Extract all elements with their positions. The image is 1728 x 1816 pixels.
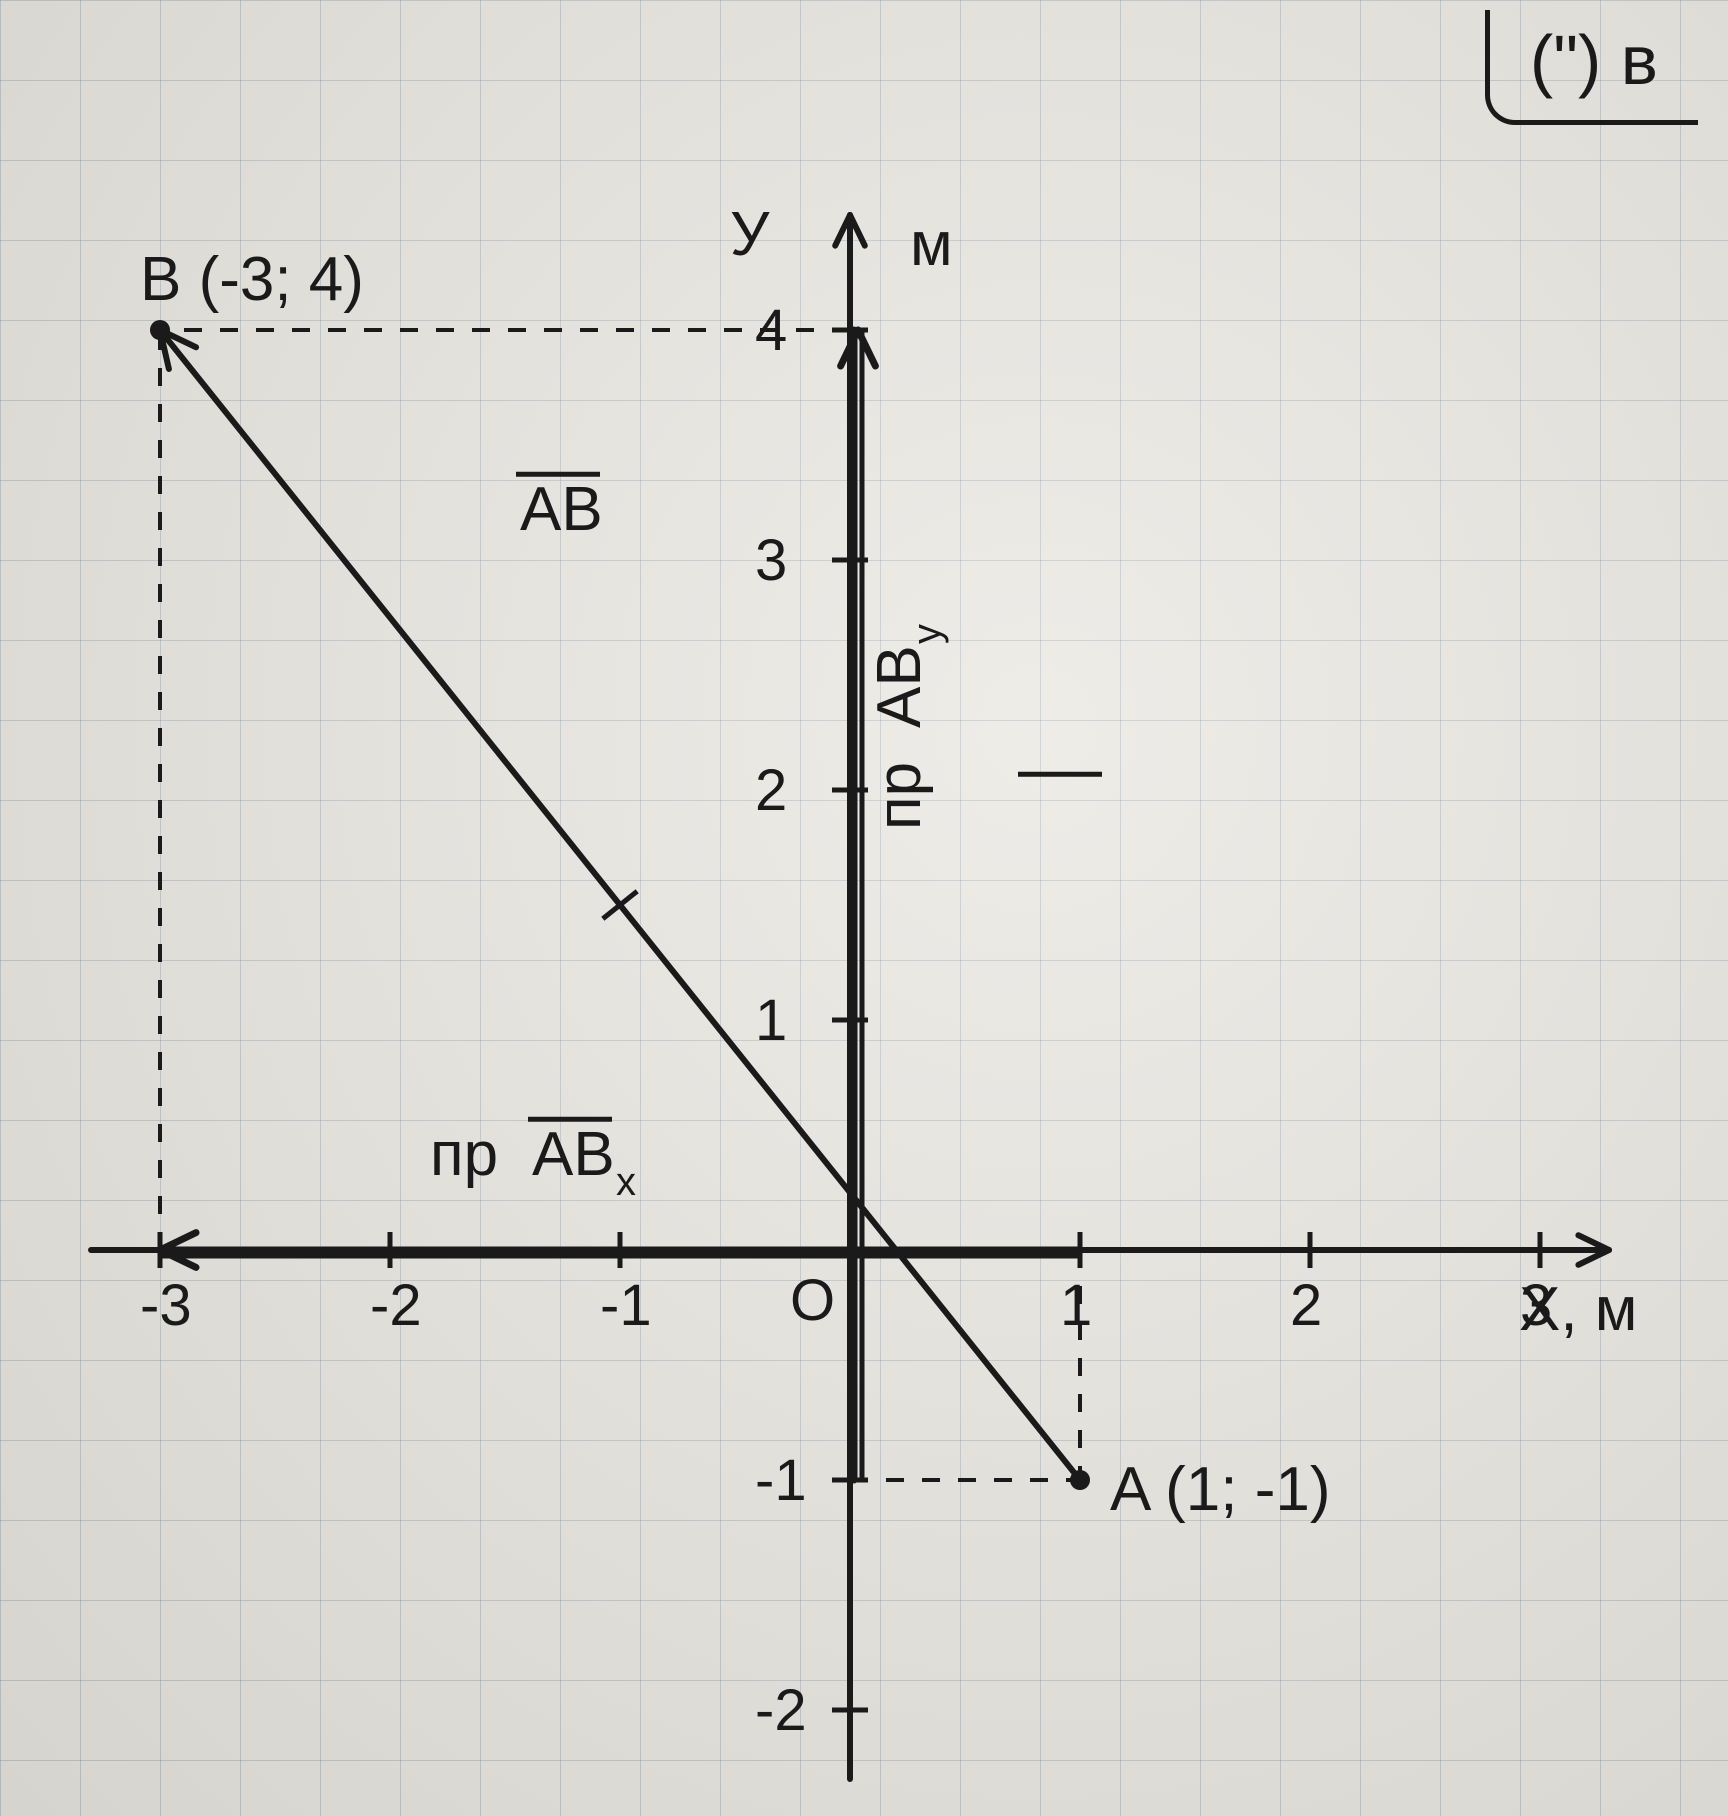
svg-text:AB: AB	[532, 1120, 615, 1189]
y-axis-label-m: м	[910, 210, 953, 279]
svg-text:пр: пр	[865, 762, 934, 830]
y-tick-label: 1	[755, 988, 787, 1053]
label-ab: AB	[520, 475, 603, 544]
y-tick-label: -1	[755, 1448, 807, 1513]
y-tick-label: 2	[755, 758, 787, 823]
svg-text:y: y	[905, 624, 949, 644]
y-tick-label: 3	[755, 528, 787, 593]
label-proj-x: пр ABx	[430, 1120, 636, 1204]
vector-diagram: X, мУмO-3-2-1123-2-11234A (1; -1)B (-3; …	[0, 0, 1728, 1816]
svg-text:x: x	[616, 1160, 636, 1204]
x-tick-label: -2	[370, 1273, 422, 1338]
svg-text:пр: пр	[430, 1120, 498, 1189]
point-b-label: B (-3; 4)	[140, 245, 364, 314]
x-tick-label: -1	[600, 1273, 652, 1338]
svg-text:AB: AB	[865, 645, 934, 728]
point-a-label: A (1; -1)	[1110, 1455, 1331, 1524]
x-tick-label: -3	[140, 1273, 192, 1338]
y-axis-label-y: У	[730, 200, 770, 269]
x-tick-label: 1	[1060, 1273, 1092, 1338]
label-proj-y: пр ABy	[865, 624, 949, 830]
x-tick-label: 2	[1290, 1273, 1322, 1338]
x-tick-label: 3	[1520, 1273, 1552, 1338]
origin-label: O	[790, 1268, 835, 1333]
svg-text:AB: AB	[520, 475, 603, 544]
y-tick-label: -2	[755, 1678, 807, 1743]
